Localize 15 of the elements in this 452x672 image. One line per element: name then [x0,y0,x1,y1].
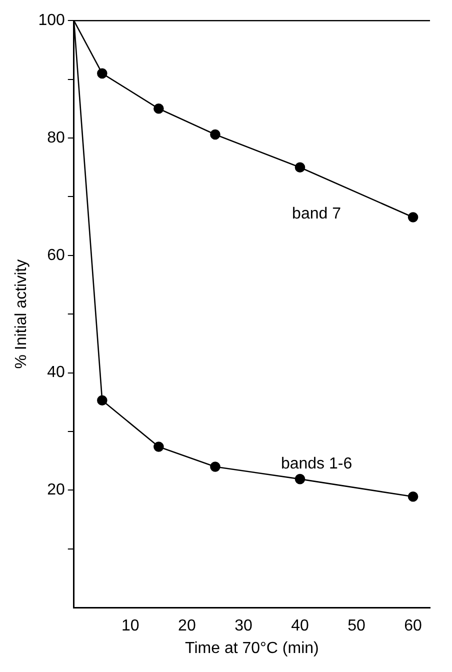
series-label: band 7 [292,206,342,223]
x-tick-label: 40 [291,618,309,635]
y-tick-label: 20 [47,482,65,499]
y-tick-label: 40 [47,364,65,382]
y-axis-title: % Initial activity [13,259,30,369]
x-tick-label: 30 [234,618,252,635]
series-label: bands 1-6 [280,455,352,472]
y-tick-label: 100 [38,12,65,30]
x-axis-title: Time at 70°C (min) [185,640,319,657]
x-tick-label: 20 [178,618,196,635]
x-tick-label: 60 [404,618,422,635]
y-tick-label: 80 [47,129,65,146]
x-tick-label: 10 [122,618,140,635]
y-tick-label: 60 [47,246,65,264]
x-tick-label: 50 [348,618,366,635]
